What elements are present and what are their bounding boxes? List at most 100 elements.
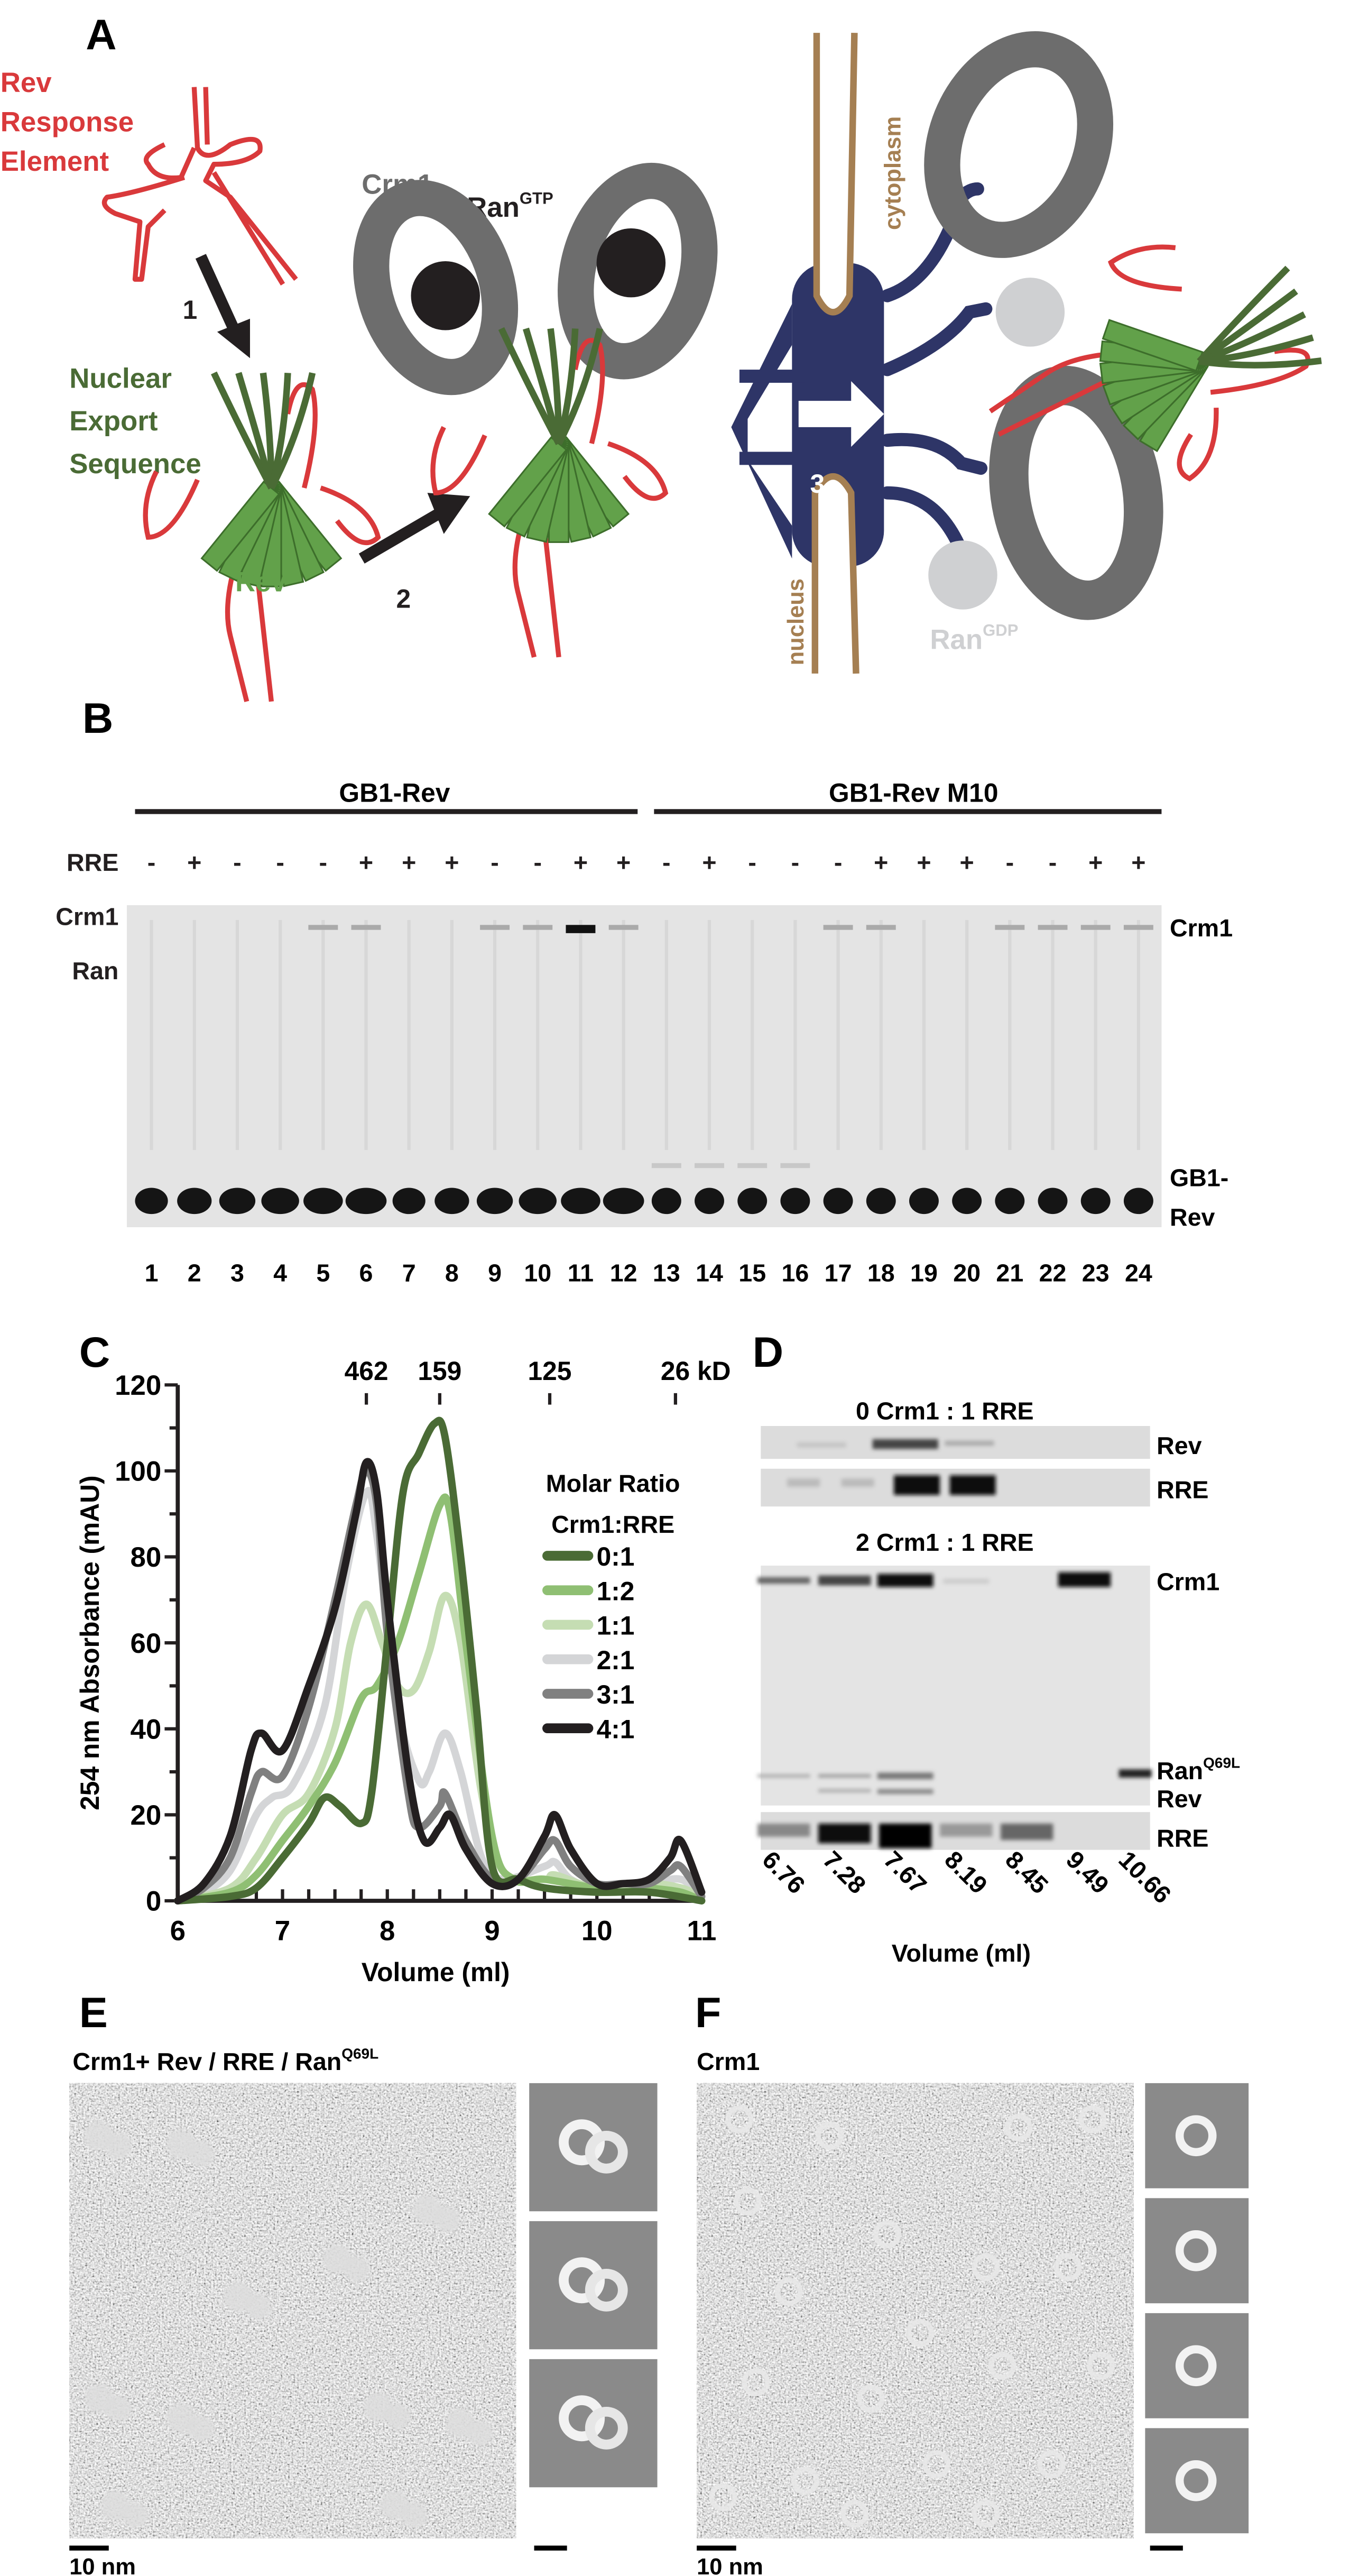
ran-band xyxy=(1118,1769,1152,1778)
particle xyxy=(344,2256,370,2282)
lane-number: 12 xyxy=(610,1259,637,1287)
lane-number: 14 xyxy=(696,1259,723,1287)
particle xyxy=(401,2502,428,2528)
lane-rre-condition: + xyxy=(187,849,201,876)
lane-number: 4 xyxy=(273,1259,287,1287)
lane-number: 13 xyxy=(653,1259,680,1287)
x-tick-label: 10 xyxy=(581,1916,613,1947)
lane-rre-condition: - xyxy=(1006,849,1014,876)
band-label-crm1: Crm1 xyxy=(1157,1568,1219,1596)
legend-title: Crm1:RRE xyxy=(551,1511,674,1538)
particle xyxy=(1087,2351,1115,2380)
lane-smear xyxy=(493,920,497,1150)
lane-number: 5 xyxy=(316,1259,330,1287)
lane-smear xyxy=(751,920,754,1150)
rre-structure-icon xyxy=(101,87,298,286)
arrow-step-1: 1 xyxy=(183,254,250,358)
legend-label: 4:1 xyxy=(597,1714,635,1744)
particle xyxy=(972,2499,1000,2528)
gel-title: 2 Crm1 : 1 RRE xyxy=(856,1529,1034,1556)
lane-smear xyxy=(1094,920,1097,1150)
x-tick-label: 11 xyxy=(687,1916,717,1947)
lane-rre-condition: + xyxy=(702,849,716,876)
crm1-band xyxy=(351,925,381,930)
gb1-rev-band xyxy=(561,1188,600,1215)
rre-label-line: Response xyxy=(1,107,134,138)
crm1-band xyxy=(757,1577,810,1584)
gb1-rev-band xyxy=(1080,1188,1111,1215)
crm1-band xyxy=(866,925,896,930)
particle xyxy=(709,2483,737,2511)
ran-band xyxy=(818,1774,871,1778)
panel-d: D 0 Crm1 : 1 RRE 2 Crm1 : 1 RRE Rev RRE … xyxy=(753,1329,1240,1967)
particle xyxy=(988,2351,1016,2380)
gb1-rev-band xyxy=(909,1188,939,1215)
rre-band xyxy=(1000,1823,1053,1840)
class-average-particle xyxy=(1175,2115,1217,2157)
gb1-rev-band xyxy=(823,1188,853,1215)
lane-rre-condition: - xyxy=(233,849,242,876)
particle xyxy=(840,2499,868,2528)
lane-number: 22 xyxy=(1039,1259,1067,1287)
lane-rre-condition: - xyxy=(491,849,499,876)
gb1-rev-band xyxy=(1038,1188,1068,1215)
panel-label-b: B xyxy=(82,695,113,742)
x-tick-label: 8 xyxy=(380,1916,395,1947)
class-average-particle xyxy=(585,2130,628,2174)
lane-rre-condition: - xyxy=(791,849,800,876)
gb1-rev-band xyxy=(219,1188,256,1215)
lane-number: 21 xyxy=(996,1259,1023,1287)
lane-rre-condition: + xyxy=(960,849,974,876)
crm1-ran-gtp-icon xyxy=(353,162,718,395)
band-label-rev: Rev xyxy=(1157,1432,1202,1459)
lane-rre-condition: - xyxy=(276,849,284,876)
lane-smear xyxy=(836,920,840,1150)
upper-band xyxy=(780,1163,810,1169)
class-average-particle xyxy=(1175,2345,1217,2387)
row-label-rre: RRE xyxy=(67,849,118,876)
legend-title: Molar Ratio xyxy=(546,1469,680,1497)
crm1-band xyxy=(823,925,853,930)
crm1-band xyxy=(480,925,510,930)
lane-smear xyxy=(793,920,797,1150)
gb1-rev-band xyxy=(392,1188,426,1215)
lane-smear xyxy=(622,920,625,1150)
particle xyxy=(1078,2105,1107,2133)
mw-marker-label: 125 xyxy=(528,1356,572,1386)
x-tick-label: 7 xyxy=(275,1916,290,1947)
row-label-crm1: Crm1 xyxy=(56,903,118,930)
lane-number: 3 xyxy=(230,1259,244,1287)
gb1-rev-band xyxy=(952,1188,982,1215)
particle xyxy=(873,2220,901,2249)
gb1-rev-band xyxy=(135,1188,168,1215)
arrow-step-2: 2 xyxy=(358,493,470,614)
lane-smear xyxy=(664,920,668,1150)
panel-e-title: Crm1+ Rev / RRE / RanQ69L xyxy=(72,2045,378,2075)
band-label-rev: Rev xyxy=(1157,1785,1202,1813)
y-tick-label: 120 xyxy=(115,1370,161,1401)
particle xyxy=(725,2105,754,2133)
gb1-rev-band xyxy=(519,1188,557,1215)
fraction-label: 7.28 xyxy=(818,1846,871,1899)
y-tick-label: 20 xyxy=(130,1800,161,1831)
particle xyxy=(857,2385,885,2413)
series-line-1-2 xyxy=(174,1493,706,1905)
particle xyxy=(816,2121,844,2150)
gel-bands xyxy=(757,1439,1152,1848)
gb1-rev-band xyxy=(261,1188,299,1215)
x-axis-label: Volume (ml) xyxy=(892,1939,1031,1967)
lane-number: 15 xyxy=(738,1259,766,1287)
em-micrograph xyxy=(697,2083,1134,2538)
particle xyxy=(734,2187,762,2215)
nuclear-pore-icon: 3 cytoplasm nucleus xyxy=(731,33,993,674)
lane-number: 11 xyxy=(568,1259,594,1287)
series-line-1-1 xyxy=(174,1591,706,1905)
upper-band xyxy=(651,1163,681,1169)
gel-main xyxy=(761,1566,1150,1806)
lane-number: 19 xyxy=(910,1259,938,1287)
gb1-rev-band xyxy=(303,1188,343,1215)
lane-rre-condition: + xyxy=(917,849,931,876)
crm1-band xyxy=(523,925,553,930)
